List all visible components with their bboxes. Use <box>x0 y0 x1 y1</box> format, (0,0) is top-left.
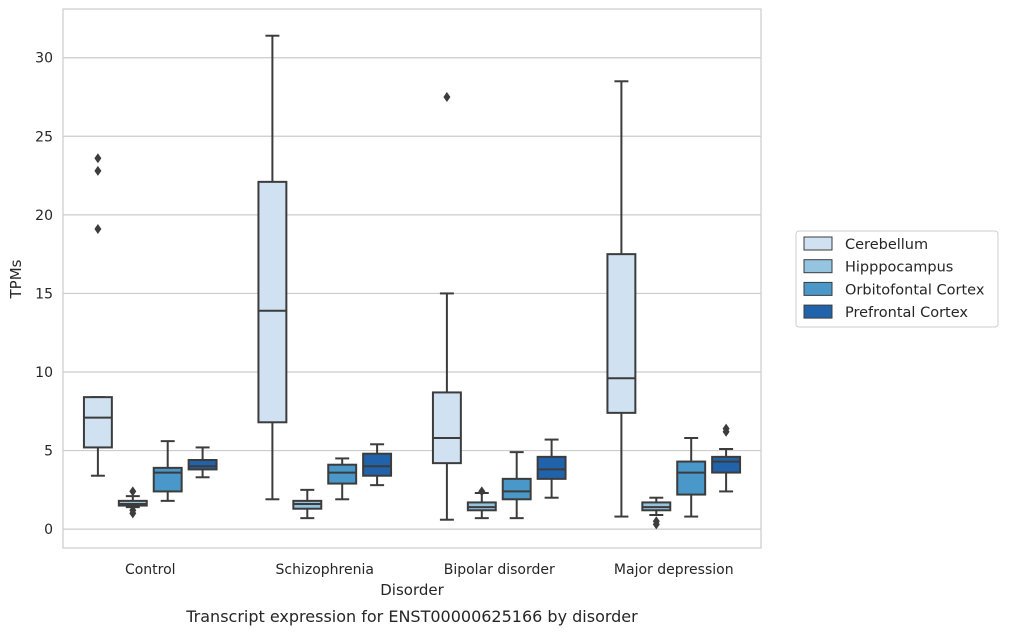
box-iqr <box>501 477 532 501</box>
outlier-point <box>652 516 660 527</box>
y-tick-label: 0 <box>44 522 53 538</box>
box-2 <box>292 488 323 520</box>
outlier-point <box>722 423 730 434</box>
outlier-point <box>129 486 137 497</box>
legend-swatch <box>803 236 833 251</box>
y-axis-title: TPMs <box>7 259 25 299</box>
boxes <box>82 34 742 530</box>
y-tick-label: 5 <box>44 444 53 460</box>
box-iqr <box>82 396 113 449</box>
y-tick-label: 10 <box>35 365 53 381</box>
box-1 <box>606 80 637 518</box>
x-tick-label: Control <box>125 562 176 578</box>
outlier-point <box>94 224 102 234</box>
box-iqr <box>431 391 462 465</box>
legend-frame <box>795 230 999 328</box>
box-iqr <box>536 455 567 480</box>
legend-swatch <box>803 304 833 319</box>
box-4 <box>187 446 218 479</box>
outlier-point <box>443 92 451 102</box>
x-axis-title: Disorder <box>380 581 444 599</box>
y-tick-label: 20 <box>35 208 53 224</box>
x-tick-label: Major depression <box>614 562 734 578</box>
legend-swatch <box>803 281 833 296</box>
y-tick-labels: 0 5 10 15 20 25 30 <box>35 51 53 538</box>
box-1 <box>257 34 288 501</box>
box-iqr <box>152 466 183 493</box>
legend-label: Prefrontal Cortex <box>845 305 968 321</box>
box-2 <box>466 486 497 520</box>
box-iqr <box>327 463 358 485</box>
gridlines <box>63 57 761 530</box>
box-3 <box>327 457 358 501</box>
box-3 <box>152 440 183 502</box>
box-4 <box>536 438 567 499</box>
legend: Cerebellum Hipppocampus Orbitofontal Corte… <box>795 230 999 328</box>
box-iqr <box>606 253 637 414</box>
legend-items: Cerebellum Hipppocampus Orbitofontal Corte… <box>803 236 985 321</box>
box-4 <box>362 443 393 487</box>
plot-frame <box>62 8 762 549</box>
legend-swatch <box>803 259 833 274</box>
legend-label: Orbitofontal Cortex <box>845 282 985 298</box>
y-tick-label: 15 <box>35 286 53 302</box>
outlier-point <box>94 153 102 164</box>
x-tick-label: Schizophrenia <box>276 562 374 578</box>
outlier-point <box>94 165 102 176</box>
y-tick-label: 30 <box>35 51 53 67</box>
box-iqr <box>187 459 218 471</box>
box-2 <box>117 486 148 519</box>
x-tick-label: Bipolar disorder <box>444 562 555 578</box>
box-iqr <box>362 452 393 477</box>
x-tick-labels: Control Schizophrenia Bipolar disorder Majo… <box>125 562 734 578</box>
box-iqr <box>676 460 707 496</box>
chart-caption: Transcript expression for ENST0000062516… <box>185 607 638 626</box>
box-4 <box>711 423 742 493</box>
box-iqr <box>711 455 742 474</box>
box-1 <box>82 153 113 477</box>
box-iqr <box>257 180 288 424</box>
box-2 <box>641 496 672 530</box>
legend-label: Hipppocampus <box>845 260 953 276</box>
box-3 <box>676 437 707 518</box>
outlier-point <box>129 505 137 516</box>
y-tick-label: 25 <box>35 129 53 145</box>
box-3 <box>501 451 532 520</box>
outlier-point <box>478 486 486 497</box>
box-1 <box>431 92 462 521</box>
legend-label: Cerebellum <box>845 237 928 253</box>
